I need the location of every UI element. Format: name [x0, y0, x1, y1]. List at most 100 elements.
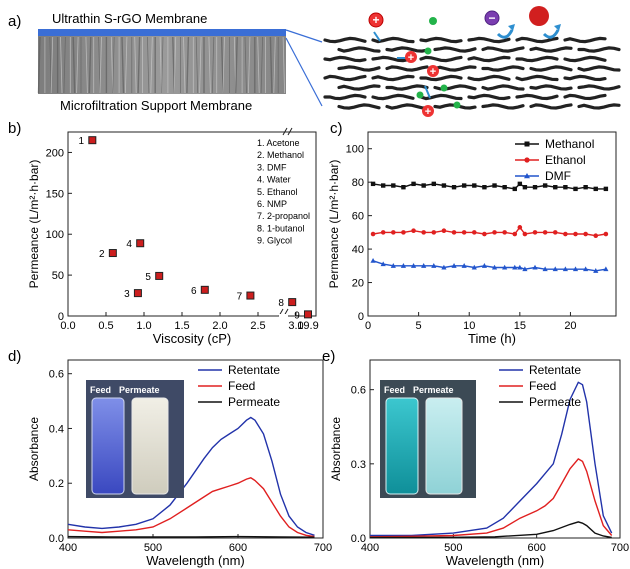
series-line-dmf	[373, 261, 606, 271]
y-tick-label: 200	[46, 147, 64, 159]
graphene-sheet	[387, 86, 427, 89]
graphene-sheet	[339, 48, 379, 51]
graphene-sheet	[325, 95, 365, 98]
y-tick-label: 20	[352, 278, 364, 290]
x-tick-label: 0.0	[60, 320, 75, 332]
panel-c-chart: 0204060801000 5 10 15 20Time (h)Permeance (L…	[327, 132, 616, 346]
data-point	[553, 185, 557, 189]
y-tick-label: 0.6	[49, 369, 64, 381]
inset-feed-label: Feed	[90, 385, 111, 395]
data-point	[563, 185, 567, 189]
graphene-sheets	[325, 38, 619, 108]
graphene-sheet	[565, 38, 605, 41]
neutral-molecule-icon	[417, 92, 424, 99]
data-point	[573, 232, 578, 237]
solvent-list-item: 1. Acetone	[257, 138, 300, 148]
rejection-arrow-icon	[544, 30, 558, 37]
panel-e-label: e)	[322, 348, 335, 365]
y-axis-label: Absorbance	[329, 417, 343, 481]
y-tick-label: 100	[346, 144, 364, 156]
panel-e-chart: 0.00.30.6400 500 600 700Wavelength (nm)Abso…	[329, 360, 629, 568]
graphene-sheet	[517, 95, 557, 98]
data-point	[594, 187, 598, 191]
solvent-list-item: 7. 2-propanol	[257, 211, 310, 221]
data-point	[381, 230, 386, 235]
solvent-list-item: 3. DMF	[257, 162, 287, 172]
graphene-sheet	[339, 67, 379, 70]
graphene-sheet	[483, 48, 523, 51]
data-point	[533, 230, 538, 235]
panel-b-label: b)	[8, 120, 21, 137]
x-tick-label: 2.5	[250, 320, 265, 332]
data-point	[523, 232, 528, 237]
graphene-sheet	[435, 48, 475, 51]
graphene-sheet	[387, 105, 427, 108]
solvent-list-item: 8. 1-butanol	[257, 223, 305, 233]
panel-d-inset-photo: Feed Permeate	[86, 380, 184, 498]
graphene-sheet	[339, 105, 379, 108]
graphene-sheet	[483, 86, 523, 89]
graphene-sheet	[469, 38, 509, 41]
data-point	[381, 183, 385, 187]
x-tick-label: 19.9	[297, 320, 318, 332]
data-point	[604, 187, 608, 191]
solvent-list-item: 5. Ethanol	[257, 187, 298, 197]
data-point	[411, 228, 416, 233]
data-point	[462, 183, 466, 187]
data-point	[512, 232, 517, 237]
graphene-sheet	[565, 95, 605, 98]
data-point	[502, 185, 506, 189]
panel-a: a) Ultrathin S-rGO Membrane Microfiltrat…	[8, 6, 619, 118]
anion-icon: −	[485, 11, 499, 25]
x-tick-label: 1.0	[136, 320, 151, 332]
data-point	[513, 187, 517, 191]
inset-permeate-label: Permeate	[413, 385, 454, 395]
x-axis-label: Wavelength (nm)	[146, 553, 245, 568]
data-point	[518, 225, 523, 230]
graphene-sheet	[421, 76, 461, 79]
data-point	[134, 290, 141, 297]
data-point	[603, 266, 608, 271]
graphene-sheet	[531, 105, 571, 108]
data-point	[518, 182, 522, 186]
solvent-list-item: 2. Methanol	[257, 150, 304, 160]
inset-feed-label: Feed	[384, 385, 405, 395]
data-point-label: 6	[191, 286, 197, 297]
panel-b-solvent-list: 1. Acetone2. Methanol3. DMF4. Water5. Et…	[257, 138, 310, 246]
bottom-caption: Microfiltration Support Membrane	[60, 98, 252, 113]
data-point	[532, 265, 537, 270]
solvent-list-item: 9. Glycol	[257, 236, 292, 246]
data-point-label: 1	[79, 136, 85, 147]
cation-icon: +	[369, 13, 383, 27]
data-point	[523, 185, 527, 189]
legend-label: Methanol	[545, 137, 594, 151]
feed-vial	[92, 398, 124, 494]
data-point	[442, 183, 446, 187]
data-point	[573, 187, 577, 191]
rejection-arrow-icon	[498, 30, 512, 37]
top-caption: Ultrathin S-rGO Membrane	[52, 11, 207, 26]
data-point-label: 7	[237, 292, 243, 303]
data-point	[462, 230, 467, 235]
graphene-sheet	[469, 76, 509, 79]
graphene-sheet	[579, 105, 619, 108]
y-tick-label: 40	[352, 244, 364, 256]
data-point-label: 8	[278, 298, 284, 309]
data-point	[137, 240, 144, 247]
data-point	[543, 230, 548, 235]
zoom-line-bottom	[286, 38, 322, 106]
data-point-label: 4	[126, 239, 132, 250]
data-point	[502, 230, 507, 235]
data-point	[109, 250, 116, 257]
graphene-sheet	[483, 105, 523, 108]
graphene-sheet	[565, 76, 605, 79]
x-tick-label: 400	[361, 542, 379, 554]
graphene-sheet	[531, 86, 571, 89]
inset-permeate-label: Permeate	[119, 385, 160, 395]
y-tick-label: 0.3	[351, 459, 366, 471]
s-rgo-layer	[38, 29, 286, 36]
data-point	[563, 232, 568, 237]
legend-marker	[525, 142, 530, 147]
solvent-list-item: 6. NMP	[257, 199, 287, 209]
data-point	[421, 183, 425, 187]
